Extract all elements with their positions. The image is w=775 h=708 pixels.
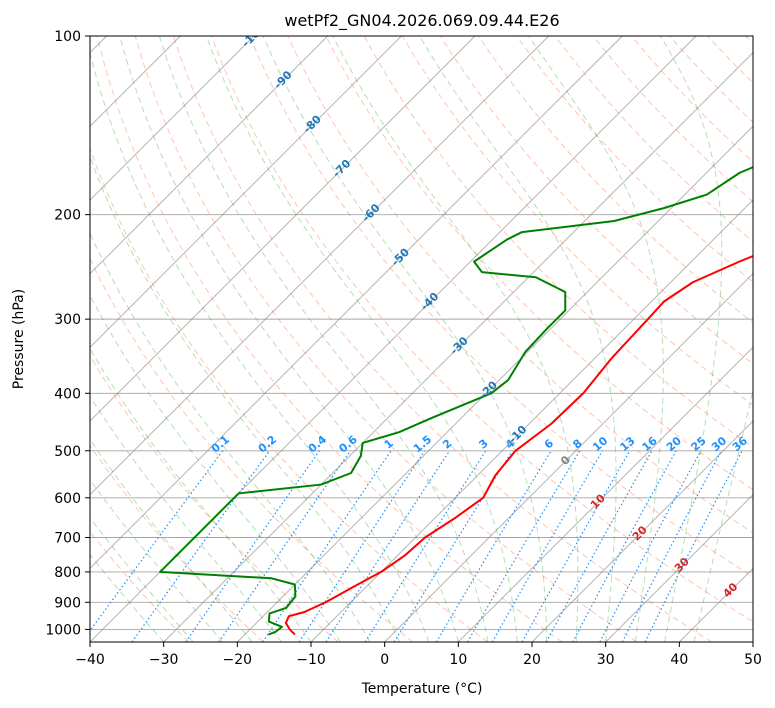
y-tick-label: 800: [54, 565, 81, 581]
isotherm-line: [531, 420, 753, 642]
moist-adiabat-line: [90, 478, 223, 642]
mixing-ratio-line: [218, 450, 351, 642]
x-tick-label: 30: [597, 652, 615, 668]
dry-adiabat-line: [211, 36, 753, 623]
mixing-ratio-line: [599, 450, 702, 642]
x-tick-label: −30: [149, 652, 179, 668]
isotherm-line: [605, 494, 753, 642]
dry-adiabat-line: [96, 36, 563, 642]
y-axis-title: Pressure (hPa): [11, 289, 27, 389]
dry-adiabat-line: [90, 444, 264, 642]
x-tick-label: 10: [449, 652, 467, 668]
moist-adiabat-line: [90, 294, 341, 642]
x-axis-title: Temperature (°C): [361, 681, 483, 697]
moist-adiabat-line: [90, 231, 371, 642]
isotherm-line: [384, 273, 753, 642]
dry-adiabat-line: [172, 36, 712, 642]
isotherm-line: [310, 199, 753, 642]
dry-adiabat-line: [325, 36, 753, 491]
isotherm-line: [90, 36, 549, 496]
moist-adiabat-line: [90, 517, 194, 642]
moist-adiabat-line: [90, 51, 430, 642]
y-tick-label: 1000: [45, 622, 81, 638]
y-tick-label: 500: [54, 444, 81, 460]
moist-adiabat-line: [205, 36, 518, 642]
x-axis: −40 −30 −20 −10 0 10 20 30 40 50: [75, 642, 762, 668]
dewpoint-line: [159, 166, 753, 636]
mixing-ratio-line: [262, 450, 392, 642]
sounding-profiles: [159, 166, 753, 636]
mixing-ratio-line: [521, 450, 631, 642]
temperature-line: [284, 255, 753, 636]
mixing-ratio-line: [298, 450, 426, 642]
dry-adiabat-line: [90, 354, 339, 642]
mixing-ratio-line: [572, 450, 677, 642]
x-tick-label: 50: [744, 652, 762, 668]
isotherm-line: [90, 36, 402, 348]
y-tick-label: 700: [54, 531, 81, 547]
dry-adiabat-line: [134, 36, 638, 642]
y-tick-label: 400: [54, 386, 81, 402]
mixing-ratio-line: [435, 450, 552, 642]
dry-adiabat-line: [249, 36, 753, 578]
moist-adiabat-line: [332, 36, 579, 642]
y-tick-label: 300: [54, 312, 81, 328]
dry-adiabat-line: [90, 257, 414, 642]
chart-title: wetPf2_GN04.2026.069.09.44.E26: [284, 11, 559, 31]
y-tick-label: 200: [54, 208, 81, 224]
moist-adiabat-line: [158, 36, 489, 642]
plot-frame: [89, 35, 754, 643]
moist-adiabat-line: [262, 36, 548, 642]
isotherm-line: [90, 36, 623, 569]
moist-adiabat-line: [528, 36, 664, 642]
isotherm-line: [90, 36, 476, 422]
x-tick-label: −10: [296, 652, 326, 668]
x-tick-label: 40: [670, 652, 688, 668]
y-axis: 100 200 300 400 500 600 700 800 900 1000: [45, 29, 90, 638]
background-lines: [90, 36, 753, 642]
mixing-ratio-line: [185, 450, 321, 642]
mixing-ratio-line: [131, 450, 271, 642]
moist-adiabat-line: [119, 36, 459, 642]
isotherm-line: [163, 52, 753, 642]
x-tick-label: −20: [223, 652, 253, 668]
mixing-ratio-line: [644, 450, 743, 642]
moist-adiabat-line: [90, 438, 253, 642]
x-tick-label: 0: [380, 652, 389, 668]
moist-adiabat-line: [659, 36, 723, 642]
dry-adiabat-line: [287, 36, 753, 534]
dry-adiabat-line: [516, 36, 753, 283]
mixing-ratio-line: [364, 450, 487, 642]
y-tick-label: 900: [54, 595, 81, 611]
moist-adiabat-line: [419, 36, 617, 642]
isotherm-line: [90, 36, 328, 275]
isotherm-line: [237, 125, 753, 642]
moist-adiabat-line: [693, 388, 753, 642]
y-tick-label: 100: [54, 29, 81, 45]
y-tick-label: 600: [54, 491, 81, 507]
isotherm-line: [90, 36, 255, 201]
mixing-ratio-line: [325, 450, 451, 642]
x-tick-label: 20: [523, 652, 541, 668]
mixing-ratio-line: [90, 450, 224, 632]
mixing-ratio-line: [545, 450, 653, 642]
isotherm-line: [458, 346, 753, 642]
x-tick-label: −40: [75, 652, 105, 668]
moist-adiabat-line: [90, 155, 400, 642]
